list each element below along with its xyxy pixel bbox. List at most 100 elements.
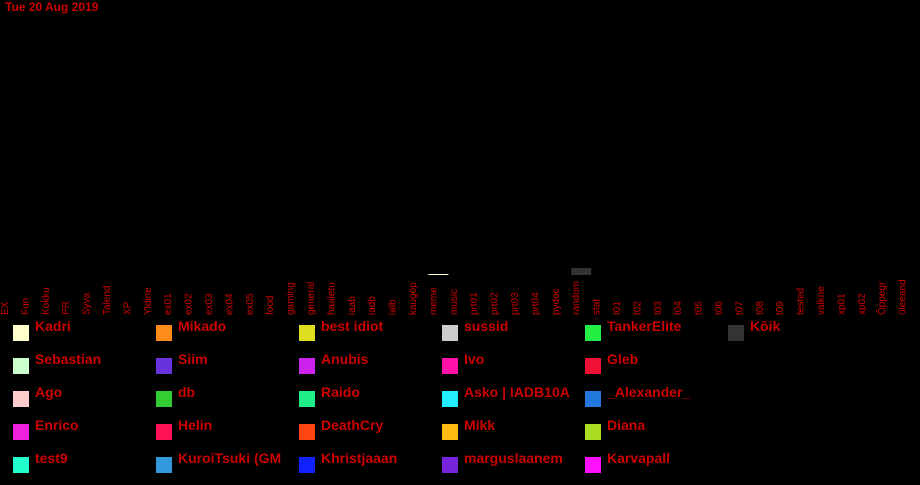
x-tick-label: prt03 [510, 292, 521, 315]
date-label: Tue 20 Aug 2019 [5, 0, 99, 14]
x-tick-label: music [449, 289, 460, 315]
legend-label: Asko | IADB10A [464, 384, 570, 400]
legend-label: Siim [178, 351, 208, 367]
x-tick-label: iadb [367, 296, 378, 315]
x-tick-label: xp01 [836, 293, 847, 315]
legend-label: sussid [464, 318, 509, 334]
legend-swatch [299, 391, 315, 407]
legend-swatch [299, 457, 315, 473]
legend-swatch [13, 325, 29, 341]
x-tick-label: meme [428, 287, 439, 315]
x-tick-label: t07 [734, 301, 745, 315]
legend-swatch [13, 457, 29, 473]
legend-label: Kõik [750, 318, 781, 334]
legend-swatch [585, 391, 601, 407]
legend-swatch [299, 325, 315, 341]
x-tick-label: t04 [673, 301, 684, 315]
x-tick-label: ex02 [184, 293, 195, 315]
x-tick-label: ex05 [245, 293, 256, 315]
legend-swatch [728, 325, 744, 341]
legend-label: Diana [607, 417, 646, 433]
legend-label: KuroiTsuki (GM [178, 450, 282, 466]
legend-swatch [13, 358, 29, 374]
bar [428, 274, 449, 275]
x-tick-label: prt04 [530, 292, 541, 315]
legend-label: Helin [178, 417, 213, 433]
x-tick-label: EX [0, 301, 11, 315]
legend-swatch [442, 424, 458, 440]
x-tick-label: t09 [775, 301, 786, 315]
x-tick-label: t06 [714, 301, 725, 315]
legend-swatch [442, 358, 458, 374]
legend-swatch [442, 457, 458, 473]
x-tick-label: Kokku [41, 287, 52, 315]
legend-swatch [585, 424, 601, 440]
x-tick-label: Syva [82, 292, 93, 315]
x-tick-label: Fun [20, 298, 31, 315]
x-tick-label: t03 [653, 301, 664, 315]
x-tick-label: pydoc [551, 288, 562, 315]
x-tick-label: general [306, 282, 317, 315]
legend-swatch [585, 457, 601, 473]
x-tick-label: xp02 [857, 293, 868, 315]
x-tick-label: valkne [816, 286, 827, 315]
x-tick-label: ialb [388, 299, 399, 315]
legend-label: Ago [35, 384, 63, 400]
legend-label: Kadri [35, 318, 71, 334]
x-tick-label: prt02 [490, 292, 501, 315]
legend-label: Mikk [464, 417, 496, 433]
legend-label: db [178, 384, 196, 400]
legend-label: best idiot [321, 318, 384, 334]
x-tick-label: gaming [286, 282, 297, 315]
legend-swatch [156, 325, 172, 341]
x-tick-label: t02 [632, 301, 643, 315]
x-tick-label: t08 [755, 301, 766, 315]
legend-label: _Alexander_ [607, 384, 691, 400]
legend-label: Ivo [464, 351, 485, 367]
legend-swatch [299, 358, 315, 374]
x-tick-label: iaab [347, 296, 358, 315]
legend-label: Enrico [35, 417, 79, 433]
x-tick-label: XP [122, 301, 133, 315]
legend-label: Khristjaaan [321, 450, 398, 466]
legend-swatch [299, 424, 315, 440]
x-tick-label: random [571, 281, 582, 315]
x-tick-label: PR [61, 301, 72, 315]
legend-swatch [442, 325, 458, 341]
x-tick-label: prt01 [469, 292, 480, 315]
x-tick-label: stat [592, 299, 603, 315]
legend-swatch [156, 391, 172, 407]
legend-swatch [156, 424, 172, 440]
legend-swatch [13, 424, 29, 440]
legend-swatch [442, 391, 458, 407]
legend-label: DeathCry [321, 417, 384, 433]
legend-swatch [156, 457, 172, 473]
legend-swatch [585, 325, 601, 341]
x-tick-label: ûleeand [898, 279, 909, 315]
bar [571, 268, 592, 275]
x-tick-label: tested [796, 288, 807, 315]
x-tick-label: t05 [694, 301, 705, 315]
legend-swatch [585, 358, 601, 374]
x-tick-label: ex01 [163, 293, 174, 315]
x-tick-label: Yldine [143, 287, 154, 315]
legend-label: Sebastian [35, 351, 102, 367]
legend-label: TankerElite [607, 318, 682, 334]
x-tick-label: Talend [102, 286, 113, 315]
legend-label: marguslaanem [464, 450, 563, 466]
legend-label: Mikado [178, 318, 227, 334]
x-tick-label: ex03 [204, 293, 215, 315]
legend-label: Raido [321, 384, 360, 400]
x-tick-label: t01 [612, 301, 623, 315]
x-tick-label: ex04 [224, 293, 235, 315]
legend-swatch [13, 391, 29, 407]
legend-label: test9 [35, 450, 68, 466]
legend-swatch [156, 358, 172, 374]
x-tick-label: haaletu [326, 282, 337, 315]
legend-label: Karvapall [607, 450, 671, 466]
legend-label: Gleb [607, 351, 639, 367]
x-tick-label: Ôppegr [875, 281, 888, 315]
x-tick-label: food [265, 296, 276, 315]
x-tick-label: kaugöp [408, 282, 419, 315]
